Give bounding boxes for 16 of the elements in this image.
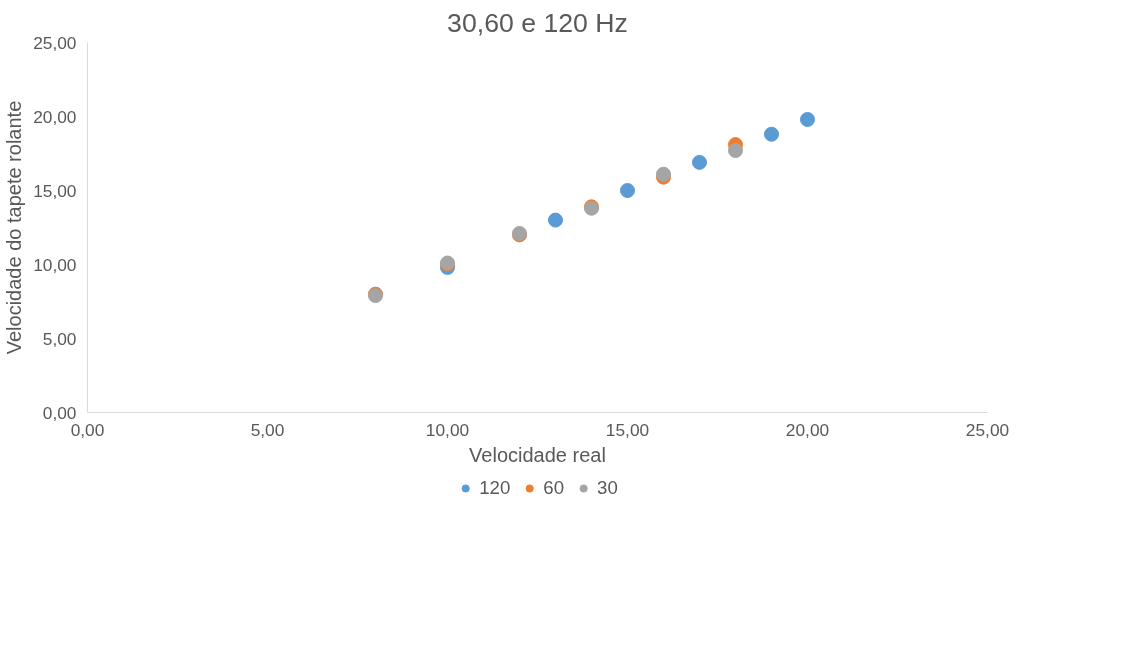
x-tick-label: 5,00 xyxy=(250,419,285,440)
y-axis-title: Velocidade do tapete rolante xyxy=(3,100,26,355)
y-tick-label: 5,00 xyxy=(42,328,77,349)
legend-label: 120 xyxy=(479,477,511,499)
legend-label: 60 xyxy=(543,477,565,499)
chart-title: 30,60 e 120 Hz xyxy=(447,7,628,38)
y-tick-label: 10,00 xyxy=(33,254,77,275)
y-tick-label: 15,00 xyxy=(33,180,77,201)
x-axis-title: Velocidade real xyxy=(469,443,606,466)
y-tick-label: 20,00 xyxy=(33,106,77,127)
legend-label: 30 xyxy=(597,477,618,499)
x-tick-label: 25,00 xyxy=(965,419,1010,440)
x-tick-label: 20,00 xyxy=(785,419,830,440)
x-tick-label: 10,00 xyxy=(425,419,470,440)
x-tick-label: 15,00 xyxy=(605,419,650,440)
y-tick-label: 25,00 xyxy=(33,32,77,53)
